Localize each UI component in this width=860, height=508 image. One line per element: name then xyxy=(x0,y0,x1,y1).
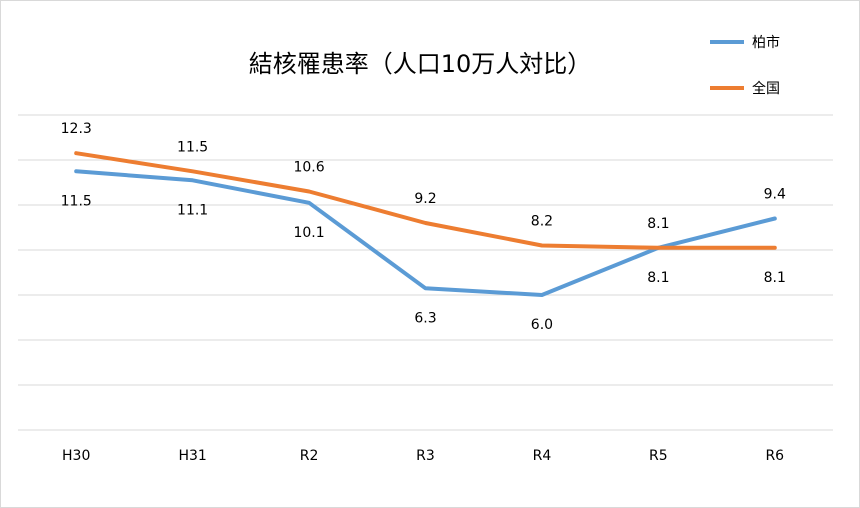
series-lines xyxy=(74,151,777,297)
data-label: 9.4 xyxy=(764,187,786,203)
series-line-2 xyxy=(74,151,777,250)
data-label: 10.1 xyxy=(293,225,324,241)
data-label: 9.2 xyxy=(414,191,436,207)
x-axis-tick-labels: H30 H31 R2 R3 R4 R5 R6 xyxy=(62,448,784,464)
data-label: 8.1 xyxy=(764,270,786,286)
x-tick-label: R3 xyxy=(416,448,435,464)
x-tick-label: R4 xyxy=(533,448,552,464)
x-tick-label: R5 xyxy=(649,448,668,464)
x-tick-label: H31 xyxy=(178,448,206,464)
x-tick-label: H30 xyxy=(62,448,90,464)
x-tick-label: R6 xyxy=(765,448,784,464)
data-label: 6.3 xyxy=(414,310,436,326)
chart-title: 結核罹患率（人口10万人対比） xyxy=(249,50,592,78)
data-label: 10.6 xyxy=(293,160,324,176)
legend-label: 柏市 xyxy=(752,34,780,51)
data-label: 12.3 xyxy=(61,121,92,137)
x-tick-label: R2 xyxy=(300,448,319,464)
data-labels: 11.5 12.3 11.1 11.5 10.1 10.6 6.3 9.2 6.0 8.2 8.1 8… xyxy=(61,121,786,333)
data-label: 8.1 xyxy=(647,270,669,286)
data-label: 8.2 xyxy=(531,214,553,230)
data-label: 6.0 xyxy=(531,317,553,333)
data-label: 11.5 xyxy=(177,139,208,155)
gridlines xyxy=(18,114,833,431)
data-label: 11.1 xyxy=(177,202,208,218)
legend-label: 全国 xyxy=(752,80,780,97)
data-label: 11.5 xyxy=(61,193,92,209)
data-label: 8.1 xyxy=(647,216,669,232)
